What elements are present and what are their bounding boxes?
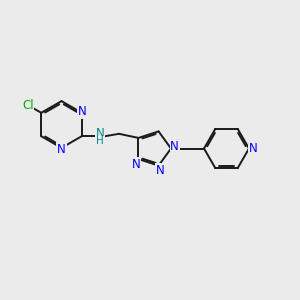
- Text: N: N: [170, 140, 179, 154]
- Text: N: N: [249, 142, 258, 155]
- Text: Cl: Cl: [22, 98, 34, 112]
- Text: N: N: [96, 127, 105, 140]
- Text: N: N: [57, 143, 66, 156]
- Text: H: H: [97, 136, 104, 146]
- Text: N: N: [156, 164, 164, 177]
- Text: N: N: [132, 158, 140, 171]
- Text: N: N: [78, 105, 87, 118]
